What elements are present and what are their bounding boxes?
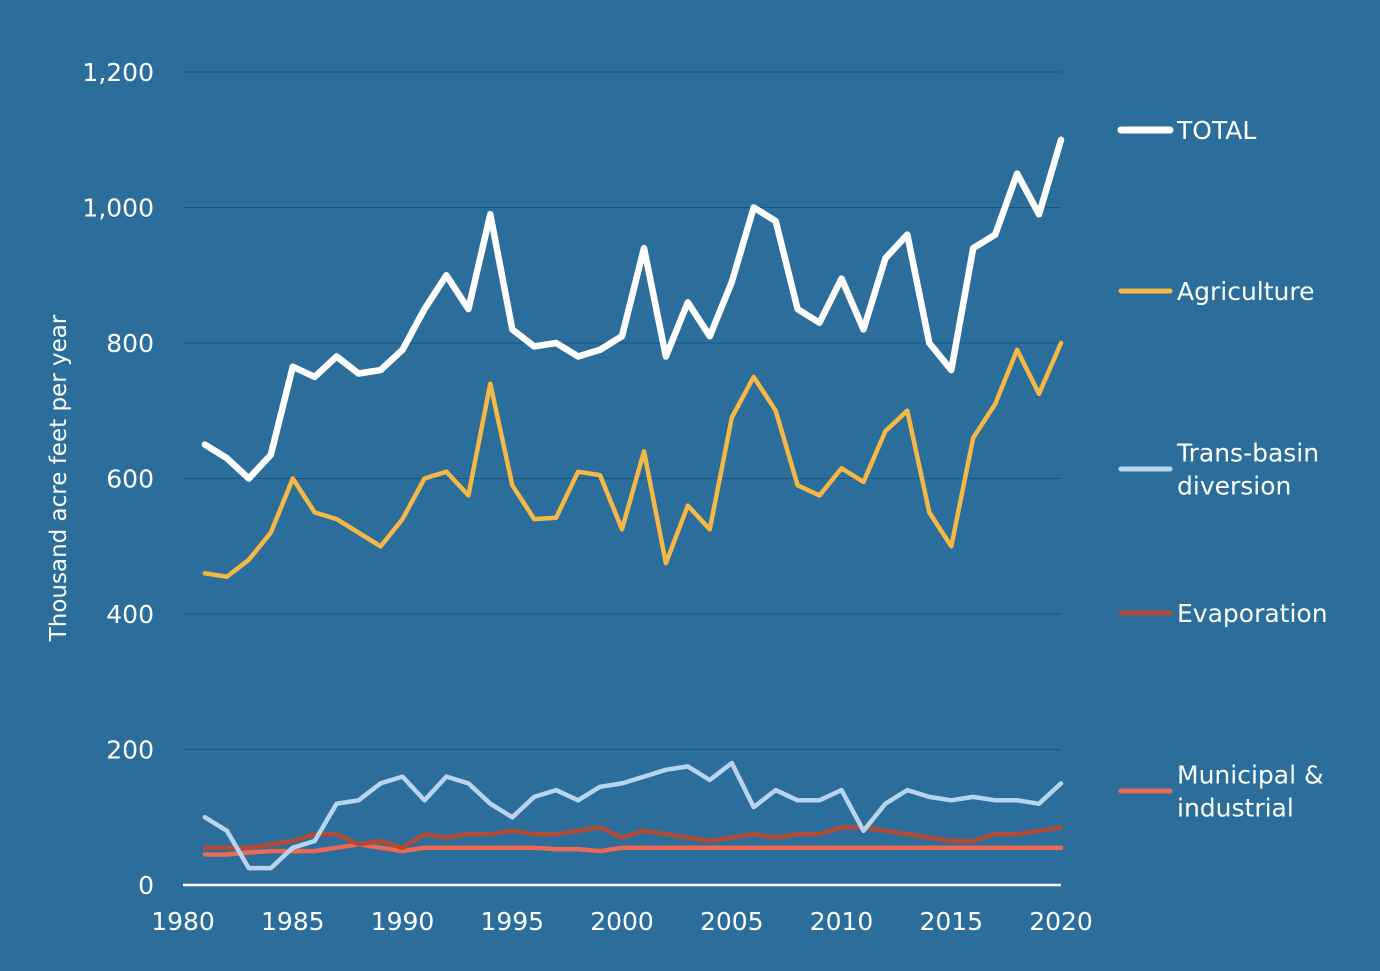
series-line-agriculture [202,340,1064,579]
gridlines [183,71,1061,750]
y-axis-title: Thousand acre feet per year [46,314,72,642]
series-line-municipal-industrial [202,842,1064,857]
y-tick-label: 1,000 [82,194,154,223]
series-line-total [201,136,1065,482]
y-tick-label: 200 [106,736,154,765]
x-tick-label: 1985 [261,907,325,936]
y-tick-label: 600 [106,465,154,494]
legend-label: Trans-basin [1176,439,1319,468]
series-lines [201,136,1065,871]
x-tick-label: 2015 [919,907,983,936]
legend-label: Evaporation [1177,599,1328,628]
x-tick-label: 1990 [371,907,435,936]
x-tick-label: 1995 [480,907,544,936]
legend-label: diversion [1177,472,1291,501]
x-tick-label: 2010 [810,907,874,936]
y-tick-label: 1,200 [82,58,154,87]
x-tick-label: 2000 [590,907,654,936]
legend-label: Agriculture [1177,277,1315,306]
y-tick-label: 800 [106,329,154,358]
x-tick-label: 2005 [700,907,764,936]
legend: TOTAL Agriculture Trans-basin diversion Evap… [1117,116,1328,823]
axes: 0 200 400 600 800 1,000 1,200 1980 1985 1990 1995 2… [82,58,1092,936]
y-tick-label: 0 [138,871,154,900]
x-tick-label: 1980 [151,907,215,936]
legend-label: industrial [1177,794,1294,823]
series-line-evaporation [202,825,1064,850]
legend-label: TOTAL [1176,116,1256,145]
y-tick-label: 400 [106,600,154,629]
legend-label: Municipal & [1177,761,1323,790]
x-tick-label: 2020 [1029,907,1093,936]
series-line-trans-basin-diversion [202,760,1064,871]
